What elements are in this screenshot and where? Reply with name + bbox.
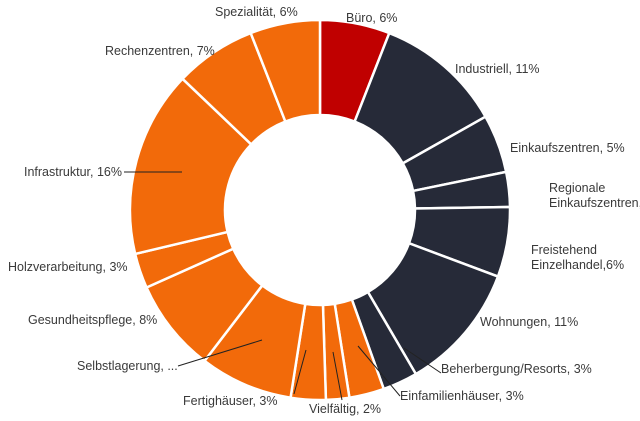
slice-spezialitaet: [249, 18, 322, 124]
leader-lines: [124, 171, 442, 401]
data-label-vielfaeltig: Vielfältig, 2%: [309, 402, 381, 416]
data-labels: Büro, 6% Industriell, 11% Einkaufszentren,…: [8, 5, 640, 416]
data-label-spezialitaet: Spezialität, 6%: [215, 5, 298, 19]
data-label-industriell: Industriell, 11%: [455, 62, 540, 76]
data-label-beherbergung-resorts: Beherbergung/Resorts, 3%: [441, 362, 592, 376]
data-label-holzverarbeitung: Holzverarbeitung, 3%: [8, 260, 128, 274]
data-label-infrastruktur: Infrastruktur, 16%: [24, 165, 122, 179]
leader-line-beherbergung-resorts: [403, 347, 442, 374]
slices: [128, 18, 512, 402]
data-label-rechenzentren: Rechenzentren, 7%: [105, 44, 215, 58]
data-label-freistehend-einzelhandel: Freistehend Einzelhandel,6%: [531, 243, 624, 272]
data-label-wohnungen: Wohnungen, 11%: [480, 315, 578, 329]
data-label-fertighaeuser: Fertighäuser, 3%: [183, 394, 278, 408]
leader-line-fertighaeuser: [293, 349, 307, 395]
slice-infrastruktur: [128, 77, 254, 256]
leader-line-einfamilienhaeuser: [357, 345, 401, 397]
data-label-selbstlagerung: Selbstlagerung, ...: [77, 359, 178, 373]
data-label-einkaufszentren: Einkaufszentren, 5%: [510, 141, 625, 155]
leader-line-vielfaeltig: [332, 351, 343, 401]
data-label-einfamilienhaeuser: Einfamilienhäuser, 3%: [400, 389, 524, 403]
leader-line-selbstlagerung: [177, 339, 263, 367]
data-label-gesundheitspflege: Gesundheitspflege, 8%: [28, 313, 157, 327]
data-label-buero: Büro, 6%: [346, 11, 397, 25]
